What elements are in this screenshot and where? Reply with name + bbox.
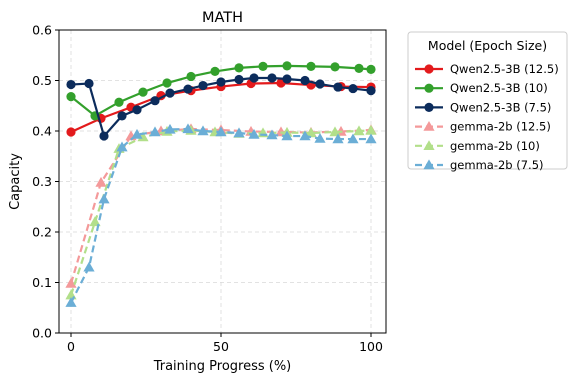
data-point	[249, 73, 258, 82]
data-point	[117, 111, 126, 120]
data-point	[99, 131, 108, 140]
y-tick-label: 0.2	[32, 225, 52, 240]
data-point	[66, 80, 75, 89]
data-point	[216, 77, 225, 86]
data-point	[354, 64, 363, 73]
legend-swatch-marker	[424, 84, 433, 93]
data-point	[183, 84, 192, 93]
y-tick-label: 0.5	[32, 73, 52, 88]
legend-label: gemma-2b (7.5)	[450, 158, 544, 172]
data-point	[330, 62, 339, 71]
y-tick-label: 0.1	[32, 275, 52, 290]
data-point	[366, 86, 375, 95]
data-point	[165, 89, 174, 98]
data-point	[282, 61, 291, 70]
legend-label: gemma-2b (10)	[450, 139, 540, 153]
data-point	[210, 67, 219, 76]
y-tick-label: 0.4	[32, 124, 52, 139]
legend-label: Qwen2.5-3B (10)	[450, 81, 548, 95]
data-point	[267, 73, 276, 82]
y-tick-label: 0.3	[32, 174, 52, 189]
data-point	[83, 262, 94, 272]
y-tick-label: 0.6	[32, 23, 52, 38]
data-point	[114, 98, 123, 107]
x-tick-label: 50	[213, 339, 229, 354]
data-point	[162, 78, 171, 87]
data-point	[132, 105, 141, 114]
legend-swatch-marker	[424, 64, 433, 73]
y-axis-label: Capacity	[8, 153, 23, 210]
legend-label: gemma-2b (12.5)	[450, 120, 551, 134]
data-point	[333, 82, 342, 91]
data-point	[348, 84, 357, 93]
data-point	[84, 79, 93, 88]
legend-label: Qwen2.5-3B (12.5)	[450, 62, 559, 76]
data-point	[186, 72, 195, 81]
data-point	[365, 133, 376, 143]
data-point	[138, 88, 147, 97]
grid	[59, 30, 386, 333]
x-tick-label: 100	[359, 339, 383, 354]
data-point	[98, 194, 109, 204]
y-tick-label: 0.0	[32, 326, 52, 341]
data-point	[198, 81, 207, 90]
legend-label: Qwen2.5-3B (7.5)	[450, 100, 551, 114]
data-point	[150, 96, 159, 105]
legend-swatch-marker	[424, 103, 433, 112]
data-point	[306, 62, 315, 71]
data-point	[300, 76, 309, 85]
chart-title: MATH	[202, 10, 243, 26]
x-axis-label: Training Progress (%)	[153, 359, 292, 374]
data-point	[66, 92, 75, 101]
data-point	[66, 127, 75, 136]
legend: Model (Epoch Size) Qwen2.5-3B (12.5) Qwen…	[408, 32, 567, 172]
data-point	[315, 79, 324, 88]
legend-title: Model (Epoch Size)	[428, 38, 547, 53]
data-point	[366, 65, 375, 74]
data-point	[282, 74, 291, 83]
data-point	[258, 62, 267, 71]
x-tick-label: 0	[67, 339, 75, 354]
data-point	[234, 63, 243, 72]
data-point	[234, 75, 243, 84]
